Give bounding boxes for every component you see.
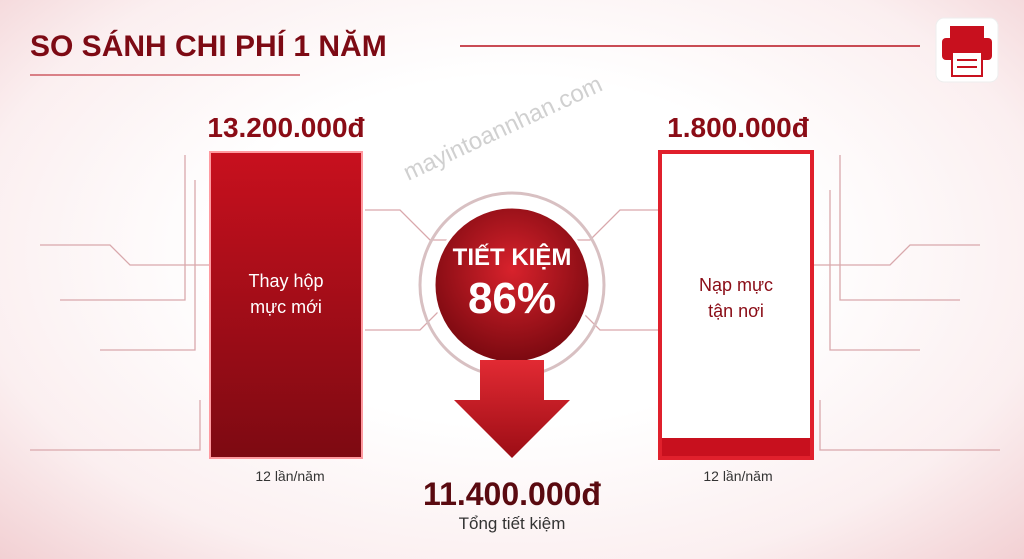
right-label: Nạp mực tận nơi <box>699 272 773 324</box>
label-line: tận nơi <box>708 301 764 321</box>
label-line: Nạp mực <box>698 275 774 295</box>
left-price: 13.200.000đ <box>207 112 365 143</box>
total-caption: Tổng tiết kiệm <box>458 514 566 533</box>
saving-caption: TIẾT KIỆM <box>452 244 572 271</box>
label-line: mực mới <box>250 297 322 317</box>
right-frequency: 12 lần/năm <box>703 468 773 484</box>
left-frequency: 12 lần/năm <box>255 468 325 484</box>
right-price: 1.800.000đ <box>667 112 809 143</box>
left-label: Thay hộp mực mới <box>248 268 323 320</box>
total-amount: 11.400.000đ <box>423 476 601 512</box>
title: SO SÁNH CHI PHÍ 1 NĂM <box>30 30 387 63</box>
saving-percent: 86% <box>467 274 557 323</box>
label-line: Thay hộp <box>248 271 324 291</box>
